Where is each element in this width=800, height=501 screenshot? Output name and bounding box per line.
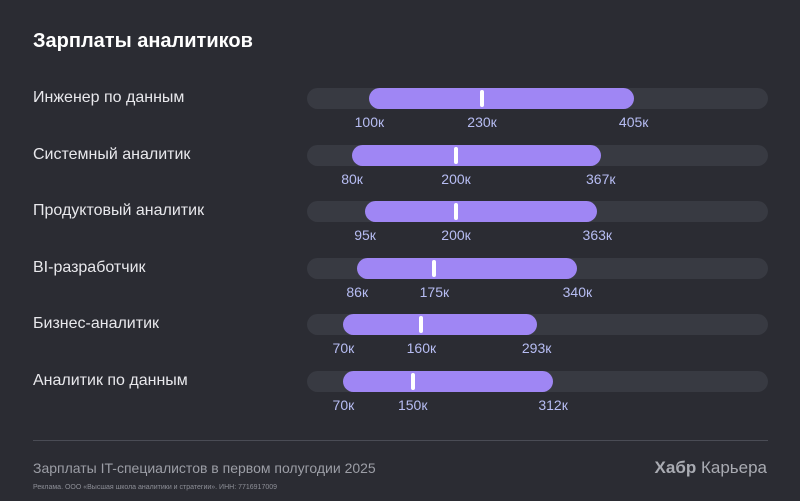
- row-label: Аналитик по данным: [33, 372, 188, 389]
- max-value-label: 312к: [538, 397, 568, 413]
- max-value-label: 405к: [618, 114, 649, 130]
- brand-name-rest: Карьера: [696, 458, 767, 477]
- max-value-label: 363к: [582, 227, 613, 244]
- row-label: Бизнес-аналитик: [33, 315, 160, 333]
- median-marker: [480, 90, 485, 107]
- row-label: Продуктовый аналитик: [33, 202, 205, 220]
- median-value-label: 200к: [441, 227, 471, 244]
- max-value-label: 340к: [562, 283, 593, 300]
- salary-row: BI-разработчик 86к 175к 340к: [0, 257, 800, 314]
- median-value-label: 200к: [441, 170, 471, 187]
- min-value-label: 70к: [332, 340, 355, 357]
- salary-row: Инженер по данным 100к 230к 405к: [0, 88, 800, 144]
- salary-row: Бизнес-аналитик 70к 160к 293к: [0, 314, 800, 370]
- salary-range-bar: [352, 144, 601, 166]
- min-value-label: 100к: [354, 114, 385, 130]
- median-value-label: 175к: [419, 283, 450, 300]
- median-value-label: 150к: [397, 397, 428, 413]
- salary-range-bar: [369, 88, 634, 109]
- min-value-label: 95к: [354, 227, 376, 244]
- salary-range-bar: [343, 314, 537, 336]
- chart-title: Зарплаты аналитиков: [33, 30, 253, 52]
- min-value-label: 80к: [341, 170, 363, 187]
- median-marker: [432, 259, 437, 277]
- salary-row: Продуктовый аналитик 95к 200к 363к: [0, 201, 800, 257]
- median-marker: [410, 373, 415, 390]
- footer-divider: [33, 440, 768, 441]
- row-label: Инженер по данным: [33, 89, 185, 106]
- salary-range-bar: [365, 201, 598, 223]
- min-value-label: 70к: [332, 397, 355, 413]
- row-label: BI-разработчик: [33, 258, 146, 276]
- min-value-label: 86к: [346, 283, 369, 300]
- row-label: Системный аналитик: [33, 145, 191, 163]
- salary-row: Аналитик по данным 70к 150к 312к: [0, 371, 800, 427]
- salary-range-bar: [343, 371, 554, 392]
- legal-disclaimer: Реклама. ООО «Высшая школа аналитики и с…: [33, 484, 278, 491]
- max-value-label: 367к: [586, 170, 616, 187]
- median-marker: [454, 203, 459, 221]
- median-marker: [419, 316, 424, 334]
- median-value-label: 160к: [406, 340, 437, 357]
- brand-name-strong: Хабр: [654, 458, 697, 477]
- brand-logo: Хабр Карьера: [655, 458, 767, 478]
- salary-chart: Инженер по данным 100к 230к 405к Системный а…: [0, 88, 800, 427]
- median-value-label: 230к: [467, 114, 497, 130]
- footer-note: Зарплаты IT-специалистов в первом полуго…: [33, 460, 376, 476]
- max-value-label: 293к: [521, 340, 552, 357]
- median-marker: [454, 146, 459, 164]
- salary-range-bar: [357, 257, 578, 279]
- salary-row: Системный аналитик 80к 200к 367к: [0, 144, 800, 201]
